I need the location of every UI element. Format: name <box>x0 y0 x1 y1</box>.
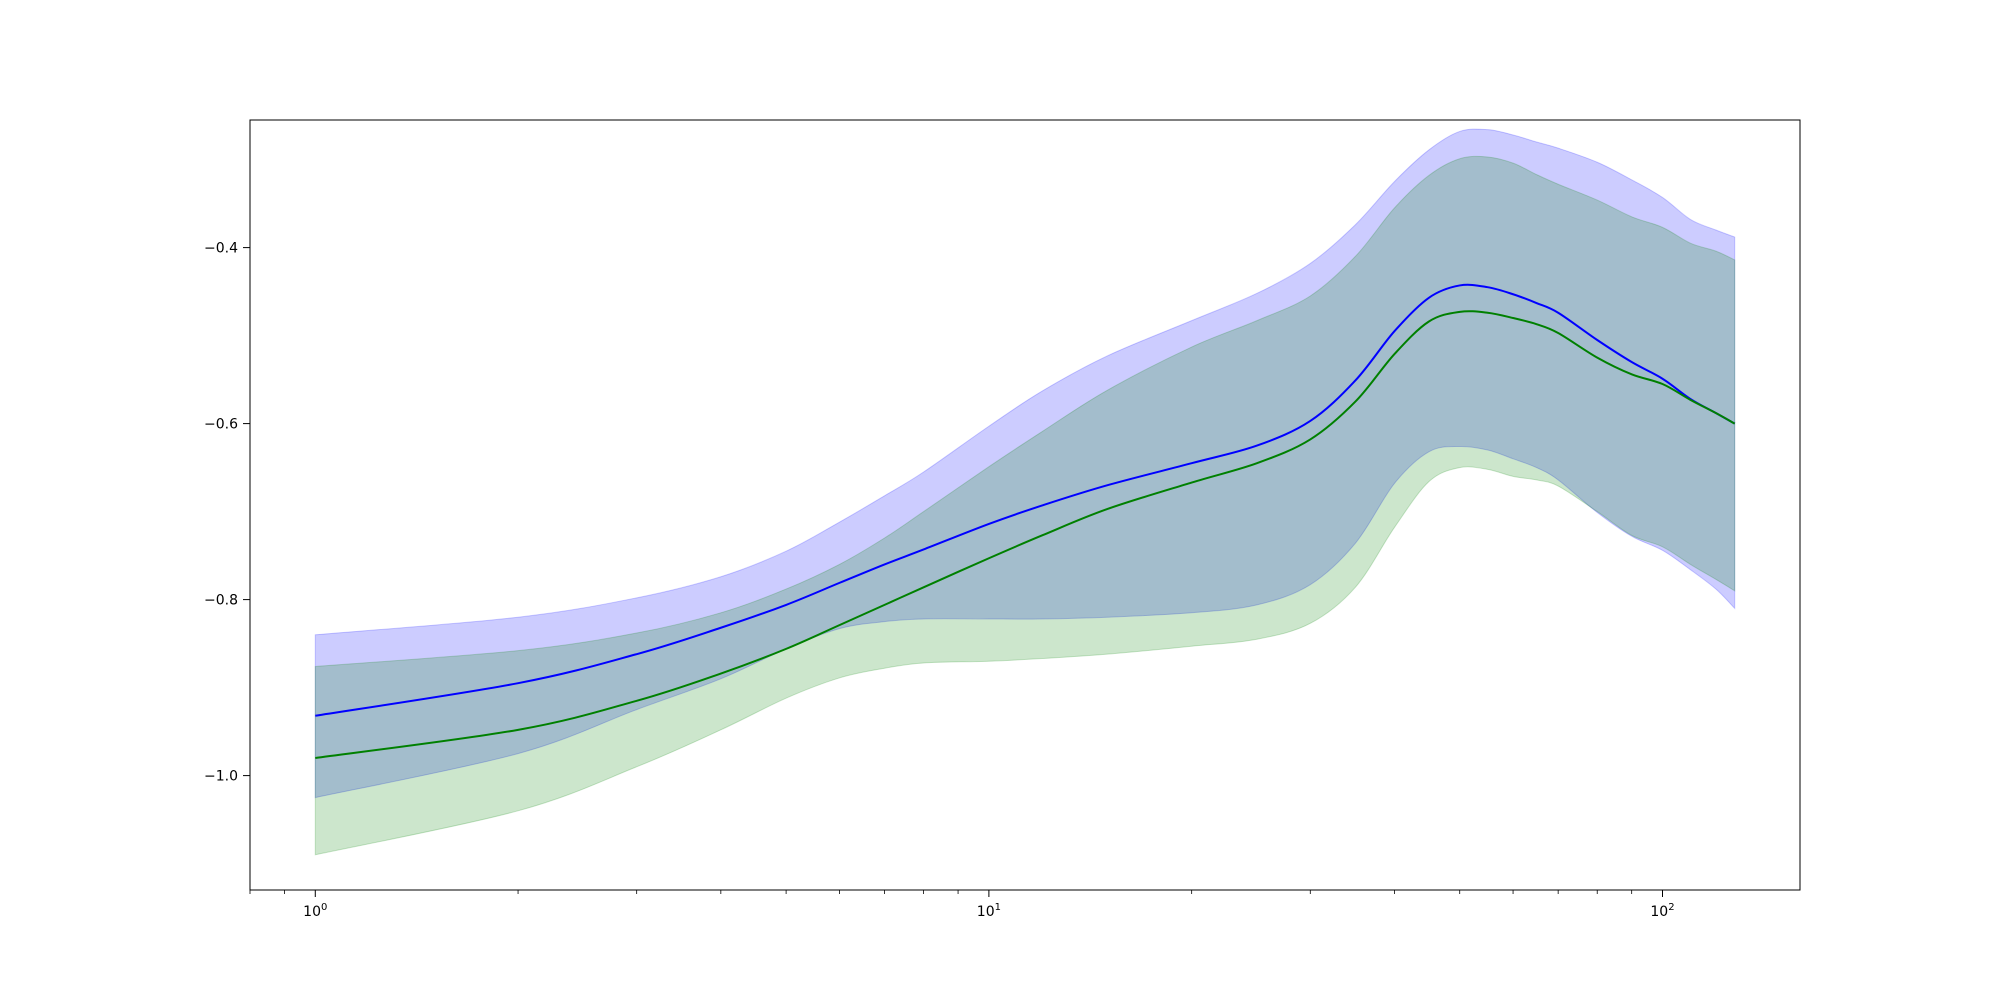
series-1-line <box>315 283 1736 717</box>
y-tick-label: −1.0 <box>204 769 238 785</box>
y-tick-label: −0.8 <box>204 593 238 609</box>
series-2-band <box>314 155 1736 856</box>
x-axis: 100 101 102 <box>249 890 1675 920</box>
series-1-band <box>314 128 1736 799</box>
x-tick-label: 101 <box>977 902 1001 920</box>
series-2-line <box>315 310 1736 759</box>
x-tick-label: 100 <box>303 902 327 920</box>
confidence-bands <box>314 128 1736 856</box>
y-tick-label: −0.4 <box>204 241 238 257</box>
plot-area <box>250 120 1800 890</box>
x-tick-label: 102 <box>1650 902 1674 920</box>
plot-frame <box>249 119 1801 891</box>
mean-lines <box>315 283 1736 759</box>
y-tick-label: −0.6 <box>204 417 238 433</box>
y-axis: −1.0 −0.8 −0.6 −0.4 <box>204 241 250 785</box>
